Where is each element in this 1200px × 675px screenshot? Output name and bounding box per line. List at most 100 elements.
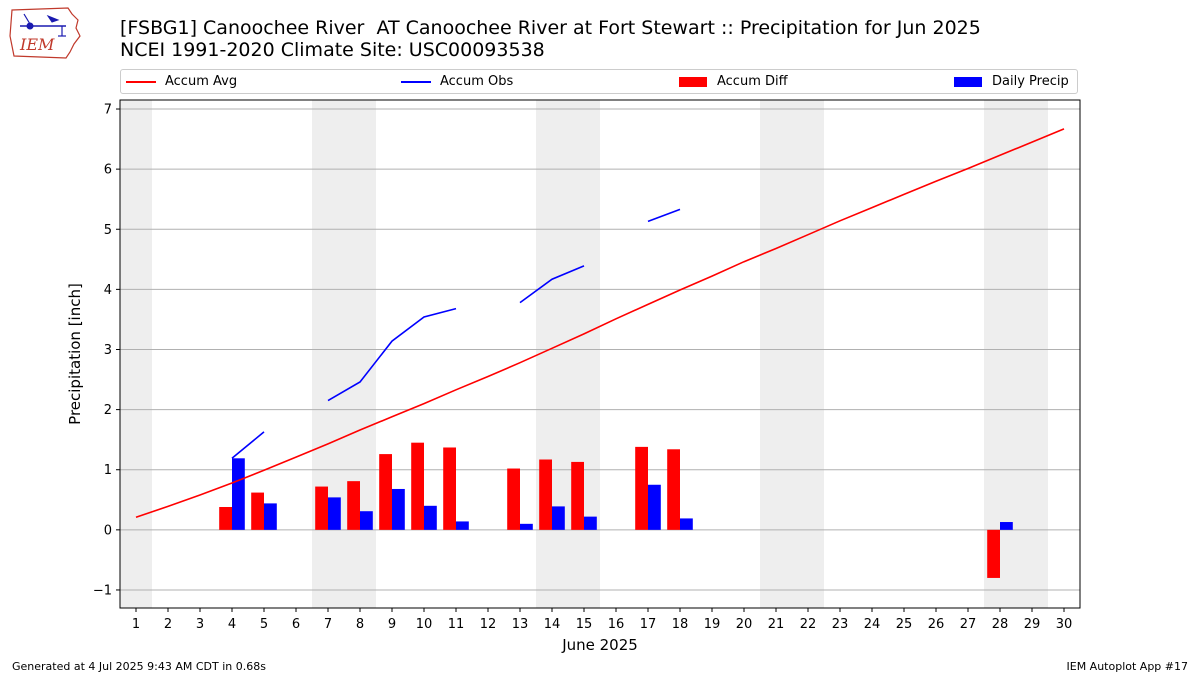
- x-tick-label: 18: [672, 617, 689, 632]
- y-tick-label: 3: [104, 343, 112, 358]
- y-tick-label: 6: [104, 163, 112, 178]
- accum-diff-bar: [635, 446, 648, 530]
- daily-precip-bar: [1000, 522, 1013, 530]
- accum-diff-bar: [251, 492, 264, 530]
- accum-avg-line: [135, 128, 1065, 518]
- accum-diff-bar: [379, 454, 392, 530]
- accum-diff-bar: [315, 486, 328, 530]
- daily-precip-bar: [520, 523, 533, 530]
- x-tick-label: 23: [832, 617, 849, 632]
- footer-generated: Generated at 4 Jul 2025 9:43 AM CDT in 0…: [12, 660, 266, 673]
- daily-precip-bar: [392, 488, 405, 530]
- x-tick-label: 16: [608, 617, 625, 632]
- daily-precip-bar: [360, 511, 373, 530]
- x-tick-label: 27: [960, 617, 977, 632]
- plot-frame: [119, 99, 1081, 609]
- x-tick-label: 29: [1024, 617, 1041, 632]
- iowa-outline: [9, 7, 81, 59]
- x-tick-label: 8: [356, 617, 364, 632]
- x-tick-label: 28: [992, 617, 1009, 632]
- daily-precip-bar: [648, 484, 661, 530]
- accum-diff-bar: [571, 461, 584, 530]
- legend-swatch-daily-precip: [954, 76, 982, 87]
- accum-obs-line: [327, 307, 457, 402]
- weekend-shade: [536, 100, 600, 608]
- x-tick-label: 11: [448, 617, 465, 632]
- accum-diff-bar: [347, 481, 360, 530]
- y-tick-label: −1: [93, 583, 112, 598]
- legend-swatch-accum-diff: [679, 76, 707, 87]
- legend-swatch-accum-obs: [401, 80, 431, 83]
- daily-precip-bar: [584, 516, 597, 530]
- x-tick-label: 15: [576, 617, 593, 632]
- x-tick-label: 24: [864, 617, 881, 632]
- x-axis-label: June 2025: [561, 636, 638, 654]
- x-tick-label: 10: [416, 617, 433, 632]
- accum-obs-line: [519, 265, 585, 304]
- legend-label-accum-obs: Accum Obs: [440, 74, 514, 89]
- x-tick-label: 2: [164, 617, 172, 632]
- x-tick-label: 5: [260, 617, 268, 632]
- x-tick-label: 14: [544, 617, 561, 632]
- x-tick-label: 13: [512, 617, 529, 632]
- accum-diff-bar: [539, 459, 552, 530]
- y-tick-label: 1: [104, 463, 112, 478]
- y-tick-label: 2: [104, 403, 112, 418]
- x-tick-label: 25: [896, 617, 913, 632]
- x-tick-label: 17: [640, 617, 657, 632]
- x-tick-label: 12: [480, 617, 497, 632]
- chart-title: [FSBG1] Canoochee River AT Canoochee Riv…: [120, 17, 981, 39]
- accum-diff-bar: [987, 529, 1000, 578]
- x-tick-label: 4: [228, 617, 236, 632]
- weekend-shade: [120, 100, 152, 608]
- daily-precip-bar: [456, 521, 469, 530]
- iem-logo: IEM: [9, 7, 81, 59]
- accum-diff-bar: [667, 449, 680, 530]
- chart-subtitle: NCEI 1991-2020 Climate Site: USC00093538: [120, 39, 545, 61]
- y-tick-label: 7: [104, 103, 112, 118]
- logo-text: IEM: [19, 35, 55, 54]
- legend-label-accum-avg: Accum Avg: [165, 74, 238, 89]
- accum-obs-line: [231, 431, 265, 459]
- weather-station-icon: [20, 13, 66, 37]
- y-axis-label: Precipitation [inch]: [66, 283, 84, 425]
- legend-item-daily-precip: Daily Precip: [954, 70, 1069, 93]
- daily-precip-bar: [552, 506, 565, 530]
- x-tick-label: 1: [132, 617, 140, 632]
- accum-diff-bar: [219, 507, 232, 530]
- accum-diff-bar: [507, 468, 520, 530]
- weekend-shade: [312, 100, 376, 608]
- footer-app: IEM Autoplot App #17: [1066, 660, 1189, 673]
- x-tick-label: 20: [736, 617, 753, 632]
- y-tick-label: 0: [104, 523, 112, 538]
- daily-precip-bar: [680, 518, 693, 530]
- x-tick-label: 3: [196, 617, 204, 632]
- y-tick-label: 5: [104, 223, 112, 238]
- accum-diff-bar: [411, 442, 424, 530]
- legend-label-accum-diff: Accum Diff: [717, 74, 788, 89]
- x-tick-label: 19: [704, 617, 721, 632]
- x-tick-label: 30: [1056, 617, 1073, 632]
- accum-diff-bar: [443, 447, 456, 530]
- legend-item-accum-diff: Accum Diff: [679, 70, 788, 93]
- daily-precip-bar: [328, 497, 341, 530]
- legend-label-daily-precip: Daily Precip: [992, 74, 1069, 89]
- weekend-shade: [984, 100, 1048, 608]
- x-tick-label: 9: [388, 617, 396, 632]
- x-tick-label: 7: [324, 617, 332, 632]
- x-tick-label: 6: [292, 617, 300, 632]
- x-tick-label: 26: [928, 617, 945, 632]
- accum-obs-line: [647, 208, 681, 223]
- y-tick-label: 4: [104, 283, 112, 298]
- daily-precip-bar: [264, 503, 277, 530]
- daily-precip-bar: [232, 458, 245, 530]
- x-tick-label: 21: [768, 617, 785, 632]
- legend-swatch-accum-avg: [126, 80, 156, 83]
- legend: Accum Avg Accum Obs Accum Diff Daily Pre…: [120, 69, 1078, 94]
- daily-precip-bar: [424, 505, 437, 530]
- x-tick-label: 22: [800, 617, 817, 632]
- legend-item-accum-obs: Accum Obs: [401, 70, 513, 93]
- weekend-shade: [760, 100, 824, 608]
- legend-item-accum-avg: Accum Avg: [126, 70, 237, 93]
